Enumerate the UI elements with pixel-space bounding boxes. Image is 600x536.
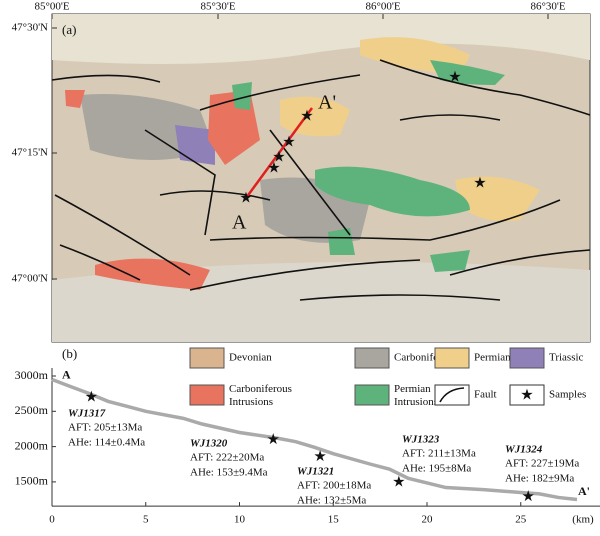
- legend-label: Fault: [474, 389, 497, 401]
- sample-star: ★: [392, 474, 405, 490]
- legend-label: Carboniferous Intrusions: [229, 383, 292, 408]
- sample-name: WJ1324: [505, 444, 543, 456]
- sample-star: ★: [267, 432, 280, 448]
- legend-fault: [439, 387, 465, 403]
- lat-tick-label: 47°00'N: [12, 273, 48, 285]
- legend-word: Permian: [394, 383, 431, 395]
- x-tick-label: 10: [234, 514, 246, 526]
- sample-ahe: AHe: 153±9.4Ma: [190, 467, 268, 479]
- unit-carb-intrusion: [65, 90, 85, 108]
- sample-star: ★: [267, 160, 280, 176]
- sample-aft: AFT: 227±19Ma: [505, 458, 579, 470]
- sample-star: ★: [473, 175, 486, 191]
- sample-star: ★: [300, 108, 313, 124]
- sample-star: ★: [239, 190, 252, 206]
- x-tick-label: 15: [328, 514, 340, 526]
- sample-name: WJ1317: [68, 408, 106, 420]
- unit-plain: [52, 14, 590, 64]
- fault: [51, 59, 591, 301]
- sample-ahe: AHe: 132±5Ma: [297, 495, 366, 507]
- legend-label: Devonian: [229, 352, 272, 364]
- legend-swatch: [509, 347, 545, 369]
- sample-star: ★: [282, 134, 295, 150]
- sample-aft: AFT: 211±13Ma: [402, 448, 476, 460]
- legend-swatch: [189, 347, 225, 369]
- legend-star: ★: [520, 387, 533, 403]
- legend-box: [434, 384, 470, 406]
- sample-star: ★: [272, 149, 285, 165]
- x-tick-label: 20: [422, 514, 434, 526]
- unit-permian: [455, 176, 540, 221]
- x-tick-label: 0: [49, 514, 55, 526]
- unit-permian-intrusion: [430, 60, 505, 85]
- unit-permian-intrusion: [430, 250, 470, 272]
- lat-tick-label: 47°30'N: [12, 22, 48, 34]
- y-tick-label: 2000m: [15, 438, 49, 452]
- unit-carb-intrusion: [95, 258, 210, 290]
- profile-start: A: [62, 367, 71, 381]
- legend-word: Carboniferous: [229, 383, 292, 395]
- legend-label: Permian Intrusions: [394, 383, 438, 408]
- y-tick-label: 2500m: [15, 403, 49, 417]
- x-tick-label: 25: [515, 514, 527, 526]
- panel-label: (b): [62, 346, 77, 361]
- profile-end: A': [578, 484, 590, 498]
- y-tick-label: 3000m: [15, 368, 49, 382]
- sample-aft: AFT: 200±18Ma: [297, 480, 371, 492]
- legend-word: Intrusions: [229, 396, 273, 408]
- profile-line: [244, 107, 314, 199]
- sample-star: ★: [522, 489, 535, 505]
- legend-label: Triassic: [549, 352, 584, 364]
- legend-label: Samples: [549, 389, 586, 401]
- legend-swatch: [189, 384, 225, 406]
- sample-star: ★: [448, 69, 461, 85]
- legend-box: [509, 384, 545, 406]
- unit-permian-intrusion: [315, 166, 470, 217]
- legend-label: Permian: [474, 352, 511, 364]
- sample-ahe: AHe: 114±0.4Ma: [68, 437, 145, 449]
- unit-permian-intrusion: [328, 228, 355, 255]
- panel-label: (a): [62, 22, 76, 37]
- sample-name: WJ1323: [402, 434, 440, 446]
- sample-name: WJ1320: [190, 438, 228, 450]
- sample-aft: AFT: 222±20Ma: [190, 452, 264, 464]
- y-tick-label: 1500m: [15, 474, 49, 488]
- map: ★ ★ ★ ★ ★ ★ ★ A A' (a): [51, 13, 591, 343]
- sample-ahe: AHe: 182±9Ma: [505, 473, 574, 485]
- profile: 0 5 10 15 20 25 (km) 3000m 2500m 2000m 1500m (b) A A'…: [15, 346, 600, 526]
- x-unit: (km): [572, 514, 594, 526]
- sample-aft: AFT: 205±13Ma: [68, 422, 142, 434]
- legend-swatch: [354, 384, 390, 406]
- sample-name: WJ1321: [297, 466, 334, 478]
- elevation-profile: [51, 377, 578, 502]
- legend-swatch: [354, 347, 390, 369]
- lon-tick-label: 85°30'E: [200, 1, 235, 13]
- profile-start-label: A: [232, 212, 247, 234]
- legend-word: Intrusions: [394, 396, 438, 408]
- sample-star: ★: [85, 390, 98, 406]
- unit-permian-intrusion: [232, 82, 252, 110]
- lon-tick-label: 86°00'E: [365, 1, 400, 13]
- x-tick-label: 5: [143, 514, 149, 526]
- profile-end-label: A': [318, 92, 336, 114]
- sample-ahe: AHe: 195±8Ma: [402, 463, 471, 475]
- lon-tick-label: 85°00'E: [34, 1, 69, 13]
- map-samples: ★ ★ ★ ★ ★ ★ ★: [239, 69, 486, 206]
- lat-tick-label: 47°15'N: [12, 147, 48, 159]
- lon-tick-label: 86°30'E: [530, 1, 565, 13]
- legend-swatch: [434, 347, 470, 369]
- sample-star: ★: [313, 449, 326, 465]
- legend: Devonian Carboniferous Permian Triassic Carb…: [189, 347, 586, 408]
